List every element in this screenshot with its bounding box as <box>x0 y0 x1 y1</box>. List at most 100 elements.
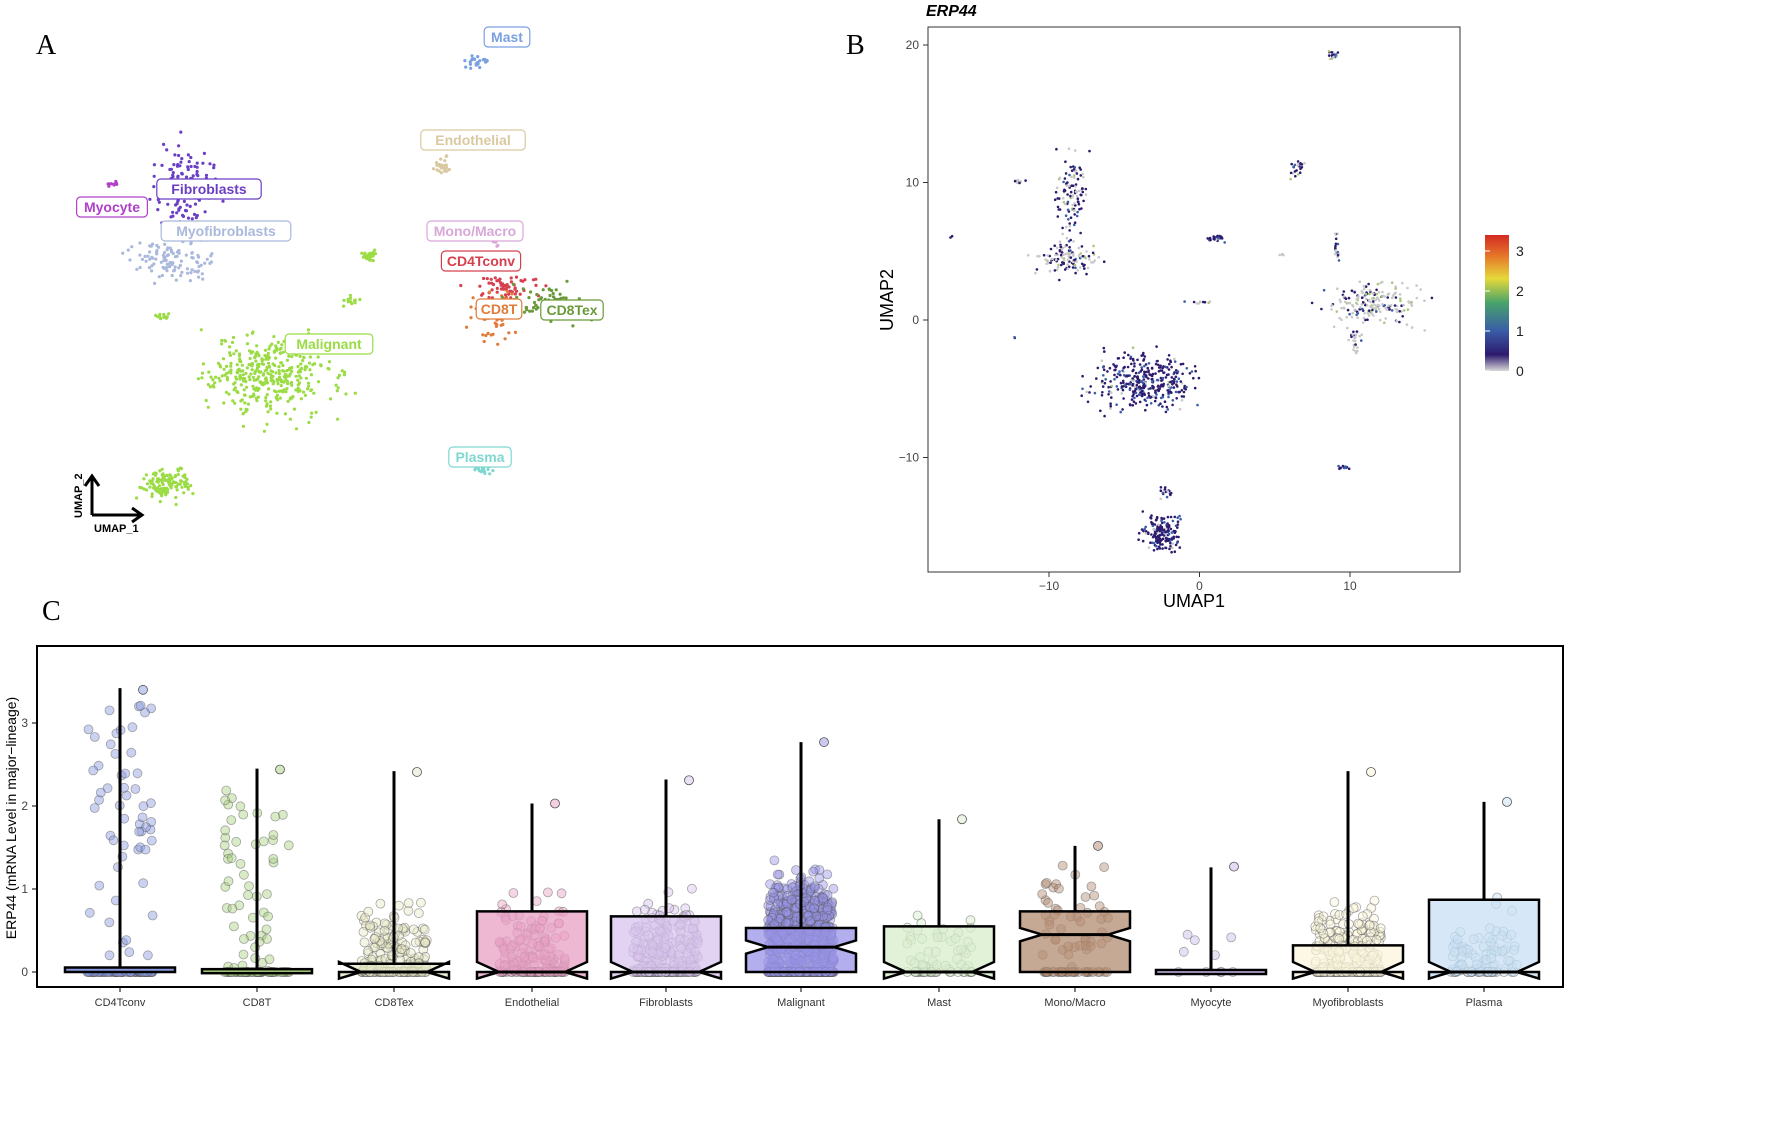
boxplot-box <box>744 926 858 974</box>
feature-plot-point <box>1074 185 1077 188</box>
umap-a-point <box>478 65 482 70</box>
umap-a-point <box>290 354 294 359</box>
umap-a-point <box>476 467 481 471</box>
feature-plot-point <box>1368 288 1372 292</box>
feature-plot-point <box>1136 358 1139 362</box>
umap-a-point <box>209 375 213 379</box>
feature-plot-point <box>1398 310 1401 313</box>
umap-a-point <box>176 472 180 477</box>
umap-a-point <box>495 244 499 248</box>
feature-plot-point <box>1085 272 1088 276</box>
feature-plot-point <box>1044 258 1047 261</box>
umap-a-point <box>481 333 485 337</box>
feature-plot-point <box>1079 174 1083 177</box>
feature-plot-point <box>1379 281 1382 285</box>
umap-a-point <box>245 366 249 370</box>
umap-a-point <box>302 355 306 359</box>
feature-plot-point <box>1075 172 1079 175</box>
umap-a-point <box>186 165 190 169</box>
umap-a-point <box>237 352 242 356</box>
umap-a-point <box>278 347 282 351</box>
boxplot-xtick-label: Endothelial <box>505 997 559 1009</box>
umap-a-point <box>234 349 238 353</box>
boxplot-point <box>1361 936 1372 946</box>
umap-a-point <box>162 266 166 271</box>
umap-a-point <box>200 371 205 375</box>
umap-a-point <box>164 478 168 482</box>
umap-a-point <box>262 429 266 433</box>
feature-plot-point <box>1368 309 1371 313</box>
feature-plot-point <box>1069 256 1073 259</box>
umap-a-point <box>501 285 505 289</box>
umap-a-point <box>162 142 166 146</box>
boxplot-xtick-label: Myocyte <box>1191 997 1232 1009</box>
umap-a-point <box>178 205 182 209</box>
umap-a-point <box>488 472 492 476</box>
feature-plot-point <box>1295 169 1298 172</box>
umap-a-point <box>513 292 517 296</box>
feature-plot-point <box>1088 149 1091 153</box>
umap-a-point <box>307 361 312 365</box>
feature-plot-point <box>1338 298 1342 302</box>
umap-a-point <box>212 166 216 170</box>
umap-a-point <box>225 376 229 380</box>
boxplot-point <box>1334 934 1345 944</box>
umap-a-point <box>176 467 180 471</box>
feature-plot-point <box>1026 254 1030 257</box>
umap-a-point <box>534 303 538 307</box>
boxplot-point <box>261 889 272 899</box>
boxplot-point <box>138 801 149 812</box>
umap-a-point <box>239 383 243 387</box>
umap-a-point <box>150 494 154 499</box>
umap-a-point <box>282 388 286 392</box>
umap-a-point <box>489 277 493 281</box>
feature-plot-point <box>1423 329 1426 332</box>
umap-a-point <box>288 367 292 372</box>
feature-plot-point <box>1054 190 1058 194</box>
boxplot-point <box>283 840 294 851</box>
umap-a-point <box>236 368 240 372</box>
umap-a-point <box>313 362 317 366</box>
feature-plot-point <box>1062 261 1065 265</box>
umap-a-point <box>187 160 191 164</box>
umap-a-point <box>303 393 308 397</box>
feature-plot-point <box>1077 189 1081 193</box>
feature-plot-point <box>1393 304 1397 307</box>
umap-a-point <box>548 293 552 298</box>
boxplot-ylabel: ERP44 (mRNA Level in major−lineage) <box>3 697 19 939</box>
feature-plot-point <box>1079 231 1082 235</box>
umap-a-point <box>536 306 540 310</box>
feature-plot-point <box>1387 292 1391 296</box>
feature-plot-point <box>1356 316 1359 320</box>
umap-a-point <box>148 485 152 489</box>
boxplot-point <box>814 873 825 884</box>
boxplot-point <box>238 869 249 880</box>
boxplot-point <box>264 954 275 965</box>
umap-a-point <box>270 378 274 382</box>
umap-a-point <box>277 375 282 379</box>
boxplot-point <box>1093 840 1103 851</box>
umap-a-point <box>174 495 178 500</box>
umap-a-point <box>319 363 323 367</box>
feature-plot-point <box>1362 284 1366 288</box>
boxplot-point <box>226 853 237 864</box>
boxplot-point <box>1057 860 1068 871</box>
umap-a-point <box>348 293 352 298</box>
boxplot-point <box>127 722 138 733</box>
boxplot-ytick-label: 0 <box>21 965 28 979</box>
feature-plot-point <box>1320 307 1323 311</box>
feature-plot-point <box>1377 291 1381 294</box>
feature-plot-point <box>1355 330 1359 333</box>
umap-a-point <box>171 261 175 265</box>
feature-plot-point <box>1048 269 1052 273</box>
feature-plot-ytick-label: 0 <box>912 313 919 327</box>
umap-a-point <box>300 366 304 370</box>
umap-a-point <box>267 364 271 368</box>
umap-a-point <box>254 359 258 363</box>
umap-a-point <box>161 478 165 482</box>
feature-plot-point <box>1381 290 1384 294</box>
umap-a-point <box>284 390 288 394</box>
umap-a-point <box>205 257 209 261</box>
feature-plot-point <box>1375 288 1378 292</box>
umap-a-point <box>289 380 294 385</box>
